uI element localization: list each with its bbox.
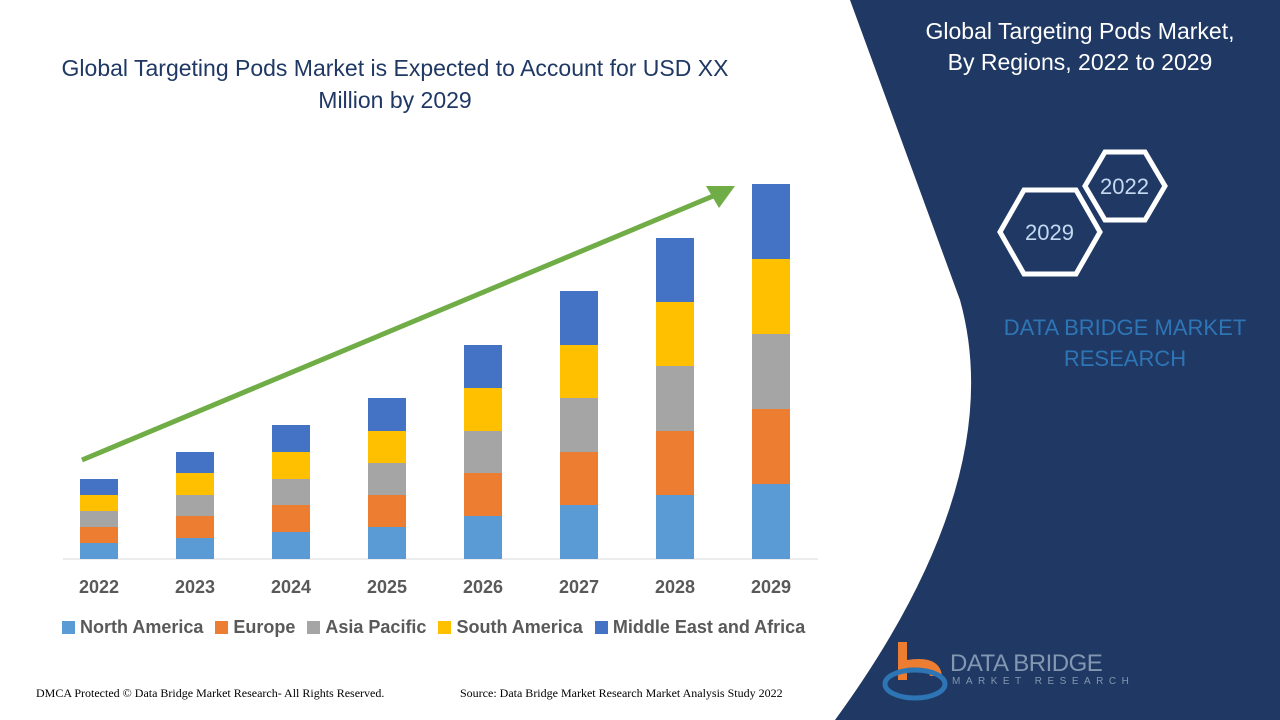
bar-segment-2022-1 (80, 527, 118, 543)
bar-segment-2028-0 (656, 495, 694, 559)
bar-segment-2029-1 (752, 409, 790, 484)
hex-2029-icon (997, 187, 1103, 277)
bar-segment-2023-4 (176, 452, 214, 473)
hex-label-2029: 2029 (1025, 220, 1074, 245)
bar-segment-2024-2 (272, 479, 310, 505)
bar-segment-2024-4 (272, 425, 310, 452)
legend-label: Middle East and Africa (612, 617, 806, 637)
bar-segment-2023-3 (176, 473, 214, 495)
bar-segment-2023-1 (176, 516, 214, 538)
chart-title: Global Targeting Pods Market is Expected… (61, 55, 729, 113)
legend-item: Middle East and Africa (594, 617, 806, 638)
legend-label: South America (456, 617, 583, 637)
x-tick-label: 2022 (79, 577, 119, 597)
bar-segment-2028-3 (656, 302, 694, 366)
legend-swatch (594, 621, 608, 634)
legend-label: Europe (233, 617, 296, 637)
legend-swatch (438, 621, 452, 634)
bar-segment-2024-1 (272, 505, 310, 532)
bar-segment-2022-2 (80, 511, 118, 527)
bar-segment-2025-3 (368, 431, 406, 463)
bar-segment-2027-4 (560, 291, 598, 345)
logo-sub: MARKET RESEARCH (952, 676, 1135, 687)
legend: North America Europe Asia Pacific South Ame… (62, 617, 805, 638)
bar-segment-2024-3 (272, 452, 310, 479)
x-tick-label: 2028 (655, 577, 695, 597)
legend-item: Europe (215, 617, 295, 638)
bar-segment-2024-0 (272, 532, 310, 559)
bar-segment-2027-1 (560, 452, 598, 505)
bar-segment-2026-0 (464, 516, 502, 559)
brand-line1: DATA BRIDGE MARKET (1003, 315, 1247, 340)
legend-label: Asia Pacific (325, 617, 427, 637)
bar-segment-2027-2 (560, 398, 598, 452)
footer-copyright: DMCA Protected © Data Bridge Market Rese… (36, 686, 385, 700)
bar-segment-2029-3 (752, 259, 790, 334)
legend-item: South America (438, 617, 583, 638)
legend-swatch (215, 621, 229, 634)
bar-segment-2022-0 (80, 543, 118, 559)
x-tick-label: 2026 (463, 577, 503, 597)
legend-label: North America (80, 617, 204, 637)
bar-segment-2022-4 (80, 479, 118, 495)
bar-segment-2025-2 (368, 463, 406, 495)
brand-text: DATA BRIDGE MARKET RESEARCH (985, 312, 1265, 374)
legend-swatch (62, 621, 75, 634)
bar-segment-2029-0 (752, 484, 790, 559)
bar-segment-2027-0 (560, 505, 598, 559)
x-tick-label: 2027 (559, 577, 599, 597)
bar-segment-2028-2 (656, 366, 694, 431)
x-tick-label: 2025 (367, 577, 407, 597)
brand-line2: RESEARCH (1063, 346, 1187, 371)
bar-segment-2025-0 (368, 527, 406, 559)
bar-segment-2025-4 (368, 398, 406, 431)
logo-icon (882, 642, 948, 701)
bar-segment-2026-2 (464, 431, 502, 473)
bar-segment-2026-4 (464, 345, 502, 388)
bar-segment-2023-2 (176, 495, 214, 516)
right-panel (835, 0, 1280, 720)
panel-title-line2: By Regions, 2022 to 2029 (947, 49, 1213, 75)
bar-segment-2029-4 (752, 184, 790, 259)
bar-segment-2026-3 (464, 388, 502, 431)
panel-title: Global Targeting Pods Market, By Regions,… (900, 16, 1260, 78)
panel-title-line1: Global Targeting Pods Market, (925, 18, 1235, 44)
bar-segment-2028-1 (656, 431, 694, 495)
hex-2022-icon (1082, 149, 1168, 223)
legend-item: Asia Pacific (307, 617, 426, 638)
x-tick-label: 2024 (271, 577, 311, 597)
bar-segment-2029-2 (752, 334, 790, 409)
x-tick-label: 2023 (175, 577, 215, 597)
trend-arrow (81, 191, 719, 463)
bar-segment-2022-3 (80, 495, 118, 511)
bar-segment-2028-4 (656, 238, 694, 302)
hex-label-2022: 2022 (1100, 174, 1149, 199)
legend-swatch (307, 621, 321, 634)
legend-item: North America (62, 617, 203, 638)
trend-arrowhead (706, 186, 735, 208)
bar-segment-2023-0 (176, 538, 214, 559)
x-tick-label: 2029 (751, 577, 791, 597)
bar-segment-2027-3 (560, 345, 598, 398)
bar-segment-2026-1 (464, 473, 502, 516)
logo-name: DATA BRIDGE (950, 650, 1103, 677)
bar-segment-2025-1 (368, 495, 406, 527)
footer-source: Source: Data Bridge Market Research Mark… (460, 686, 783, 700)
